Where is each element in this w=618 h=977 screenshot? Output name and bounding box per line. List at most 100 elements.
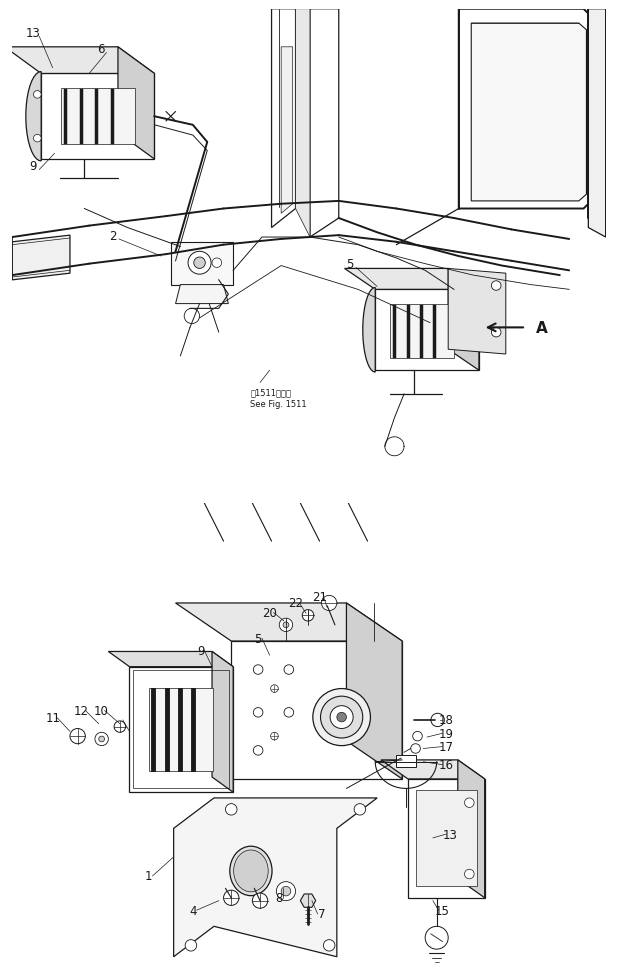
Text: 19: 19: [439, 727, 454, 740]
Polygon shape: [26, 72, 41, 162]
Polygon shape: [390, 305, 454, 359]
Circle shape: [321, 596, 337, 611]
Circle shape: [491, 281, 501, 291]
Circle shape: [99, 737, 104, 743]
Polygon shape: [108, 652, 233, 667]
Text: 13: 13: [26, 27, 41, 40]
Polygon shape: [231, 641, 402, 779]
Text: 5: 5: [347, 258, 354, 271]
Polygon shape: [12, 235, 70, 280]
Text: 17: 17: [439, 741, 454, 753]
Polygon shape: [588, 10, 606, 237]
Circle shape: [95, 733, 108, 745]
Circle shape: [194, 258, 205, 269]
Circle shape: [281, 886, 290, 896]
Polygon shape: [472, 24, 586, 201]
Circle shape: [114, 721, 125, 733]
Polygon shape: [363, 288, 375, 372]
Polygon shape: [41, 74, 154, 160]
Circle shape: [330, 706, 353, 729]
Circle shape: [313, 689, 370, 745]
Polygon shape: [176, 285, 229, 304]
Polygon shape: [448, 269, 506, 355]
Text: 11: 11: [45, 711, 60, 724]
Circle shape: [271, 733, 278, 741]
Circle shape: [491, 328, 501, 337]
Circle shape: [465, 870, 474, 879]
Polygon shape: [458, 760, 485, 898]
Text: 13: 13: [442, 828, 457, 841]
Polygon shape: [396, 755, 415, 768]
Polygon shape: [149, 689, 213, 771]
Polygon shape: [375, 290, 479, 371]
Text: 15: 15: [435, 904, 450, 916]
Circle shape: [279, 618, 293, 632]
Text: 10: 10: [93, 704, 108, 717]
Text: 12: 12: [74, 704, 89, 717]
Text: A: A: [536, 320, 548, 335]
Circle shape: [226, 804, 237, 815]
Ellipse shape: [234, 850, 268, 892]
Polygon shape: [130, 667, 233, 792]
Polygon shape: [448, 269, 479, 371]
Text: 20: 20: [262, 607, 277, 619]
Circle shape: [224, 890, 239, 906]
Circle shape: [425, 926, 448, 950]
Polygon shape: [459, 10, 593, 209]
Text: 9: 9: [197, 645, 205, 658]
Circle shape: [284, 708, 294, 717]
Circle shape: [253, 665, 263, 674]
Text: 8: 8: [276, 891, 283, 905]
Ellipse shape: [230, 846, 272, 896]
Text: 7: 7: [318, 908, 325, 920]
Circle shape: [33, 92, 41, 99]
Circle shape: [33, 135, 41, 143]
Circle shape: [184, 309, 200, 324]
Polygon shape: [171, 242, 233, 285]
Polygon shape: [176, 604, 402, 641]
Circle shape: [212, 259, 222, 269]
Polygon shape: [344, 269, 479, 290]
Text: 16: 16: [439, 758, 454, 772]
Text: 4: 4: [189, 904, 197, 916]
Text: 1: 1: [145, 870, 153, 882]
Circle shape: [323, 940, 335, 951]
Polygon shape: [300, 894, 316, 908]
Polygon shape: [281, 48, 293, 214]
Circle shape: [70, 729, 85, 743]
Circle shape: [253, 745, 263, 755]
Polygon shape: [61, 89, 135, 146]
Circle shape: [253, 708, 263, 717]
Polygon shape: [7, 237, 12, 280]
Polygon shape: [347, 604, 402, 779]
Polygon shape: [415, 790, 477, 886]
Text: 2: 2: [109, 230, 117, 242]
Polygon shape: [310, 10, 339, 237]
Text: 9: 9: [30, 160, 37, 173]
Circle shape: [284, 665, 294, 674]
Circle shape: [354, 804, 366, 815]
Polygon shape: [5, 48, 154, 74]
Polygon shape: [381, 760, 485, 779]
Text: 18: 18: [439, 714, 454, 727]
Circle shape: [431, 713, 444, 727]
Text: 前1511図参照
See Fig. 1511: 前1511図参照 See Fig. 1511: [250, 388, 307, 408]
Circle shape: [252, 893, 268, 909]
Polygon shape: [408, 779, 485, 898]
Polygon shape: [212, 652, 233, 792]
Circle shape: [271, 685, 278, 693]
Polygon shape: [295, 10, 310, 237]
Polygon shape: [271, 10, 295, 229]
Circle shape: [413, 732, 422, 742]
Circle shape: [188, 252, 211, 275]
Polygon shape: [420, 285, 502, 342]
Text: 5: 5: [255, 632, 262, 645]
Circle shape: [337, 712, 347, 722]
Circle shape: [283, 622, 289, 628]
Text: 6: 6: [97, 43, 104, 56]
Circle shape: [465, 798, 474, 808]
Circle shape: [411, 743, 420, 753]
Text: 22: 22: [288, 597, 303, 610]
Circle shape: [321, 697, 363, 739]
Circle shape: [302, 610, 314, 621]
